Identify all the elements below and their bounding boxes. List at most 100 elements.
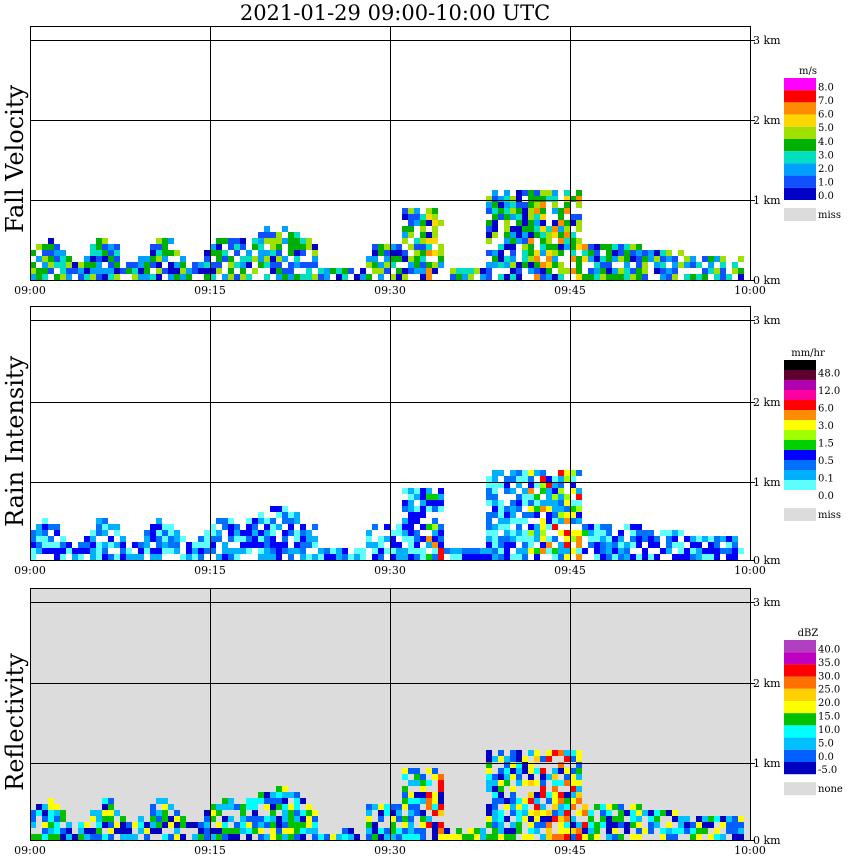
heatmap-cell: [486, 524, 492, 530]
heatmap-cell: [402, 506, 408, 512]
heatmap-cell: [450, 554, 456, 560]
heatmap-cell: [60, 262, 66, 268]
heatmap-cell: [222, 798, 228, 804]
heatmap-cell: [420, 822, 426, 828]
heatmap-cell: [426, 500, 432, 506]
heatmap-cell: [660, 834, 666, 840]
heatmap-cell: [498, 828, 504, 834]
height-tick-label: 1 km: [753, 476, 781, 489]
heatmap-cell: [480, 274, 486, 280]
heatmap-cell: [726, 274, 732, 280]
heatmap-cell: [288, 530, 294, 536]
heatmap-cell: [690, 828, 696, 834]
heatmap-cell: [222, 250, 228, 256]
heatmap-cell: [510, 196, 516, 202]
heatmap-cell: [492, 542, 498, 548]
heatmap-cell: [270, 542, 276, 548]
heatmap-cell: [438, 780, 444, 786]
heatmap-cell: [498, 816, 504, 822]
heatmap-cell: [654, 268, 660, 274]
heatmap-cell: [516, 476, 522, 482]
heatmap-cell: [600, 524, 606, 530]
heatmap-cell: [492, 822, 498, 828]
heatmap-cell: [552, 536, 558, 542]
heatmap-cell: [642, 268, 648, 274]
heatmap-cell: [486, 834, 492, 840]
heatmap-cell: [120, 536, 126, 542]
heatmap-cell: [438, 488, 444, 494]
heatmap-cell: [576, 774, 582, 780]
heatmap-cell: [276, 828, 282, 834]
heatmap-cell: [144, 834, 150, 840]
heatmap-cell: [684, 536, 690, 542]
heatmap-cell: [294, 274, 300, 280]
heatmap-cell: [528, 762, 534, 768]
heatmap-cell: [294, 250, 300, 256]
heatmap-cell: [474, 548, 480, 554]
heatmap-cell: [48, 828, 54, 834]
heatmap-cell: [408, 226, 414, 232]
heatmap-cell: [102, 548, 108, 554]
heatmap-cell: [438, 244, 444, 250]
heatmap-cell: [486, 262, 492, 268]
heatmap-cell: [558, 232, 564, 238]
heatmap-cell: [414, 250, 420, 256]
legend-swatch: [784, 114, 816, 127]
heatmap-cell: [66, 542, 72, 548]
heatmap-cell: [534, 524, 540, 530]
heatmap-cell: [594, 834, 600, 840]
heatmap-cell: [96, 530, 102, 536]
heatmap-cell: [246, 250, 252, 256]
heatmap-cell: [534, 768, 540, 774]
legend-swatch: [784, 762, 816, 775]
heatmap-cell: [426, 274, 432, 280]
heatmap-cell: [432, 506, 438, 512]
heatmap-cell: [204, 536, 210, 542]
heatmap-cell: [510, 774, 516, 780]
heatmap-cell: [348, 268, 354, 274]
heatmap-cell: [528, 482, 534, 488]
heatmap-cell: [264, 524, 270, 530]
heatmap-cell: [192, 542, 198, 548]
heatmap-cell: [216, 238, 222, 244]
heatmap-cell: [396, 256, 402, 262]
heatmap-cell: [54, 804, 60, 810]
heatmap-cell: [402, 554, 408, 560]
heatmap-cell: [42, 810, 48, 816]
heatmap-cell: [426, 262, 432, 268]
heatmap-cell: [480, 834, 486, 840]
heatmap-cell: [54, 256, 60, 262]
heatmap-cell: [504, 548, 510, 554]
heatmap-cell: [510, 238, 516, 244]
heatmap-cell: [648, 816, 654, 822]
heatmap-cell: [498, 512, 504, 518]
heatmap-cell: [576, 500, 582, 506]
heatmap-cell: [588, 810, 594, 816]
heatmap-cell: [258, 834, 264, 840]
heatmap-cell: [576, 822, 582, 828]
heatmap-cell: [540, 518, 546, 524]
heatmap-cell: [372, 828, 378, 834]
heatmap-cell: [504, 220, 510, 226]
heatmap-cell: [42, 244, 48, 250]
heatmap-cell: [540, 548, 546, 554]
heatmap-cell: [654, 822, 660, 828]
heatmap-cell: [120, 548, 126, 554]
heatmap-cell: [168, 262, 174, 268]
heatmap-cell: [570, 268, 576, 274]
heatmap-cell: [534, 554, 540, 560]
heatmap-cell: [294, 536, 300, 542]
legend-swatch: [784, 450, 816, 460]
heatmap-cell: [252, 530, 258, 536]
heatmap-cell: [426, 542, 432, 548]
heatmap-cell: [342, 548, 348, 554]
heatmap-cell: [276, 822, 282, 828]
heatmap-cell: [498, 208, 504, 214]
heatmap-cell: [546, 226, 552, 232]
heatmap-cell: [294, 232, 300, 238]
heatmap-cell: [150, 536, 156, 542]
heatmap-cell: [234, 250, 240, 256]
heatmap-cell: [408, 220, 414, 226]
heatmap-cell: [576, 494, 582, 500]
